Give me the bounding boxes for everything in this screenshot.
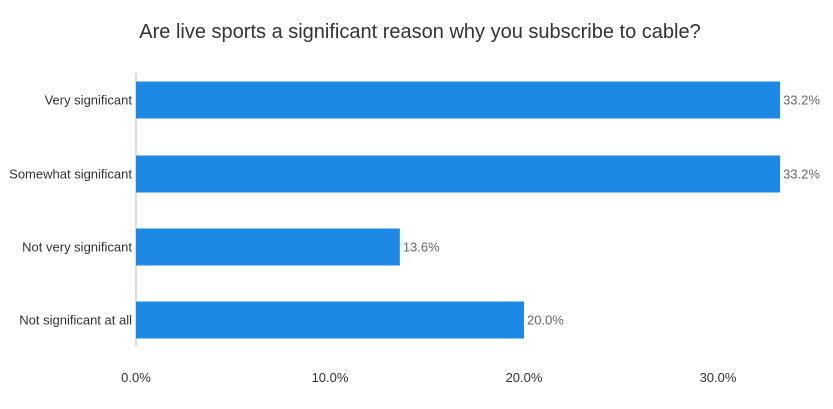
bar xyxy=(136,228,400,266)
category-label: Somewhat significant xyxy=(9,167,132,182)
tick-label: 30.0% xyxy=(700,370,737,385)
tick-label: 10.0% xyxy=(312,370,349,385)
value-label: 33.2% xyxy=(783,167,820,182)
chart-title: Are live sports a significant reason why… xyxy=(139,21,700,43)
bar xyxy=(136,155,781,193)
value-label: 13.6% xyxy=(403,240,440,255)
bar xyxy=(136,301,524,339)
category-label: Very significant xyxy=(45,93,133,108)
bar xyxy=(136,81,781,119)
value-label: 33.2% xyxy=(783,93,820,108)
value-labels: 33.2% 33.2% 13.6% 20.0% xyxy=(403,93,821,328)
category-label: Not significant at all xyxy=(19,313,132,328)
x-axis-ticks: 0.0% 10.0% 20.0% 30.0% xyxy=(121,370,737,385)
category-labels: Very significant Somewhat significant Not … xyxy=(9,93,132,328)
value-label: 20.0% xyxy=(527,313,564,328)
category-label: Not very significant xyxy=(22,240,132,255)
tick-label: 20.0% xyxy=(506,370,543,385)
tick-label: 0.0% xyxy=(121,370,151,385)
bars-layer xyxy=(135,73,781,347)
